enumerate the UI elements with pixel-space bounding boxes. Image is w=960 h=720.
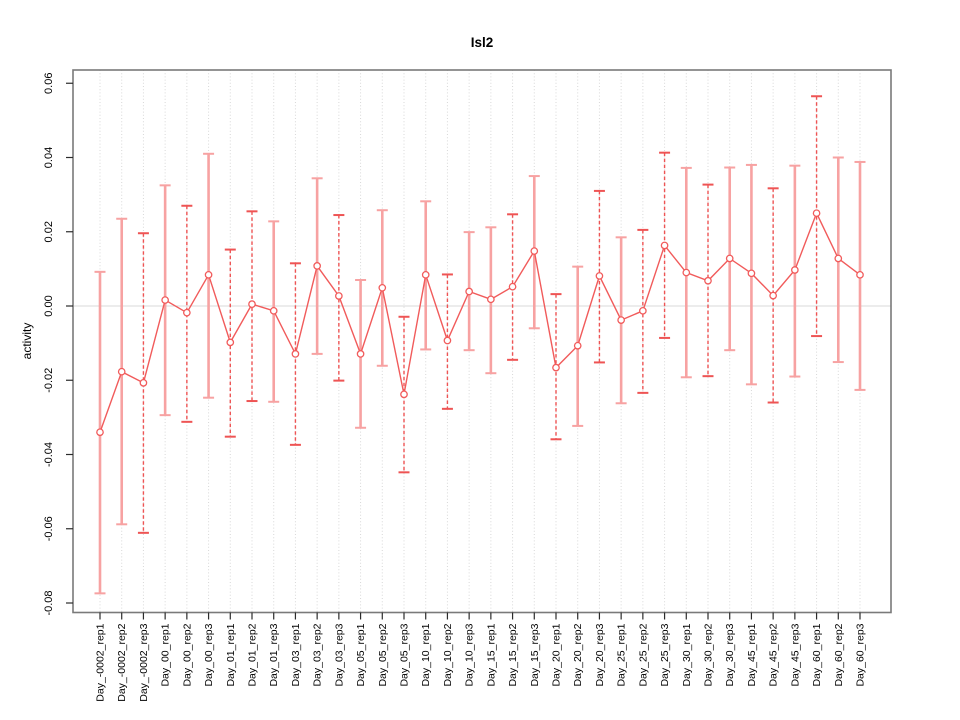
data-point — [161, 296, 169, 304]
error-bar — [246, 210, 258, 403]
y-axis: 0.06 0.04 0.02 0.00 -0.02 -0.04 -0.06 -0.08 — [43, 73, 73, 616]
x-tick-label: Day_05_rep3 — [399, 623, 411, 686]
x-tick-label: Day_01_rep3 — [268, 623, 280, 686]
data-point — [530, 247, 539, 255]
x-tick-label: Day_60_rep2 — [833, 623, 845, 686]
x-tick-label: Day_03_rep3 — [333, 623, 345, 686]
error-bar — [702, 183, 714, 378]
x-tick-label: Day_00_rep1 — [160, 623, 172, 686]
data-point — [313, 262, 321, 270]
data-point — [117, 367, 126, 376]
x-tick-label: Day_05_rep2 — [377, 623, 389, 686]
x-tick-label: Day_25_rep3 — [659, 623, 671, 686]
data-point — [269, 306, 278, 315]
y-tick-label: 0.02 — [43, 221, 55, 242]
trend-line — [99, 211, 861, 433]
x-axis: Day_-0002_rep1 Day_-0002_rep2 Day_-0002_re… — [95, 612, 867, 702]
error-bar — [398, 315, 410, 474]
x-tick-label: Day_03_rep2 — [312, 623, 324, 686]
data-point — [378, 283, 387, 292]
x-tick-label: Day_60_rep1 — [811, 623, 823, 686]
data-point — [660, 241, 669, 250]
x-tick-label: Day_03_rep1 — [290, 623, 302, 686]
data-point — [552, 363, 560, 372]
x-tick-label: Day_20_rep3 — [594, 623, 606, 686]
data-point — [595, 272, 604, 280]
x-tick-label: Day_25_rep1 — [616, 623, 628, 686]
x-tick-label: Day_30_rep1 — [681, 623, 693, 686]
chart-title: Isl2 — [470, 35, 494, 50]
x-tick-label: Day_00_rep2 — [181, 623, 193, 686]
data-point — [617, 316, 625, 324]
x-tick-label: Day_60_rep3 — [855, 623, 867, 686]
x-tick-label: Day_20_rep1 — [551, 623, 563, 686]
gridlines — [73, 70, 891, 613]
x-tick-label: Day_10_rep2 — [442, 623, 454, 686]
x-tick-label: Day_10_rep3 — [464, 623, 476, 686]
data-point — [834, 254, 843, 263]
y-tick-label: -0.08 — [43, 590, 55, 615]
x-tick-label: Day_01_rep2 — [247, 623, 259, 686]
x-tick-label: Day_-0002_rep3 — [138, 623, 150, 701]
data-point — [812, 209, 821, 218]
x-tick-label: Day_45_rep2 — [768, 623, 780, 686]
x-tick-label: Day_15_rep1 — [485, 623, 497, 686]
x-tick-label: Day_-0002_rep2 — [116, 623, 128, 701]
data-point — [226, 338, 235, 347]
data-point — [248, 300, 256, 308]
data-point — [183, 308, 191, 317]
y-tick-label: 0.00 — [43, 295, 55, 316]
error-bars — [94, 95, 866, 595]
data-point — [204, 270, 213, 279]
data-point — [747, 269, 756, 278]
x-tick-label: Day_30_rep2 — [703, 623, 715, 686]
data-point — [96, 428, 104, 437]
data-point — [465, 287, 473, 296]
y-tick-label: -0.04 — [43, 442, 55, 467]
data-point — [487, 295, 495, 304]
data-point — [508, 282, 517, 291]
data-point — [639, 306, 647, 315]
x-tick-label: Day_10_rep1 — [420, 623, 432, 686]
data-point — [335, 292, 343, 300]
error-bar — [333, 214, 345, 382]
x-tick-label: Day_-0002_rep1 — [95, 623, 107, 701]
data-point — [400, 390, 408, 399]
data-point — [769, 291, 777, 300]
y-tick-label: -0.06 — [43, 516, 55, 541]
x-tick-label: Day_15_rep3 — [529, 623, 541, 686]
x-tick-label: Day_45_rep1 — [746, 623, 758, 686]
y-tick-label: 0.04 — [43, 147, 55, 168]
x-tick-label: Day_25_rep2 — [637, 623, 649, 686]
data-point — [725, 254, 734, 263]
data-point — [704, 276, 712, 285]
x-tick-label: Day_45_rep3 — [789, 623, 801, 686]
data-point — [421, 270, 430, 279]
x-tick-label: Day_01_rep1 — [225, 623, 237, 686]
x-tick-label: Day_30_rep3 — [724, 623, 736, 686]
data-point — [443, 336, 452, 345]
x-tick-label: Day_05_rep1 — [355, 623, 367, 686]
data-point — [682, 268, 691, 277]
data-point — [573, 341, 582, 350]
plot-box — [72, 69, 892, 614]
data-point — [291, 350, 300, 358]
x-tick-label: Day_20_rep2 — [572, 623, 584, 686]
error-bar — [811, 95, 823, 338]
data-point — [356, 350, 365, 358]
y-tick-label: -0.02 — [43, 368, 55, 393]
error-bar — [767, 187, 779, 404]
data-points — [96, 209, 864, 437]
data-point — [856, 270, 864, 279]
y-tick-label: 0.06 — [43, 73, 55, 94]
error-bar — [137, 232, 149, 534]
data-point — [139, 378, 148, 387]
x-tick-label: Day_00_rep3 — [203, 623, 215, 686]
x-tick-label: Day_15_rep2 — [507, 623, 519, 686]
data-point — [791, 266, 799, 274]
error-bar — [224, 248, 236, 438]
